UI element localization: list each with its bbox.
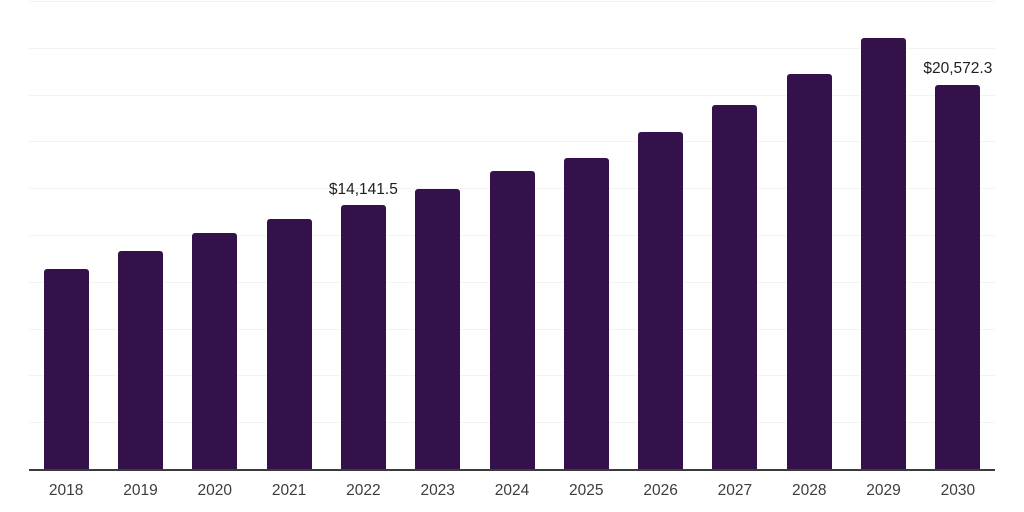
x-tick-label: 2021 [271,482,307,499]
x-tick-label: 2022 [346,482,381,499]
x-tick-label: 2024 [494,482,530,499]
bar-2024[interactable] [489,171,535,470]
x-tick-label: 2028 [791,482,827,499]
bar-2018[interactable] [43,269,89,470]
x-tick-label: 2029 [866,482,901,499]
x-tick-label: 2023 [420,482,455,499]
x-tick-label: 2018 [48,482,84,499]
plot-area: $14,141.5 $20,572.3 [29,1,995,471]
gridline [29,47,995,49]
bar-2019[interactable] [117,251,163,470]
x-tick-label: 2027 [717,482,753,499]
data-label-2030: $20,572.3 [923,60,993,78]
bar-2030[interactable] [935,84,981,470]
bar-2027[interactable] [712,105,758,470]
bar-2026[interactable] [638,132,684,470]
bar-2020[interactable] [192,232,238,470]
bar-2025[interactable] [563,157,609,470]
x-tick-label: 2020 [197,482,233,499]
gridline [29,1,995,2]
gridline [29,141,995,143]
bar-2021[interactable] [266,219,312,470]
bar-2023[interactable] [415,188,461,470]
data-label-2022: $14,141.5 [328,180,398,198]
x-tick-label: 2026 [643,482,678,499]
x-axis-line [29,469,995,471]
gridline [29,94,995,96]
x-tick-label: 2019 [123,482,158,499]
bar-2029[interactable] [861,38,907,470]
x-tick-label: 2030 [940,482,976,499]
x-tick-label: 2025 [569,482,604,499]
bar-2022[interactable] [340,205,386,470]
bar-2028[interactable] [786,74,832,470]
